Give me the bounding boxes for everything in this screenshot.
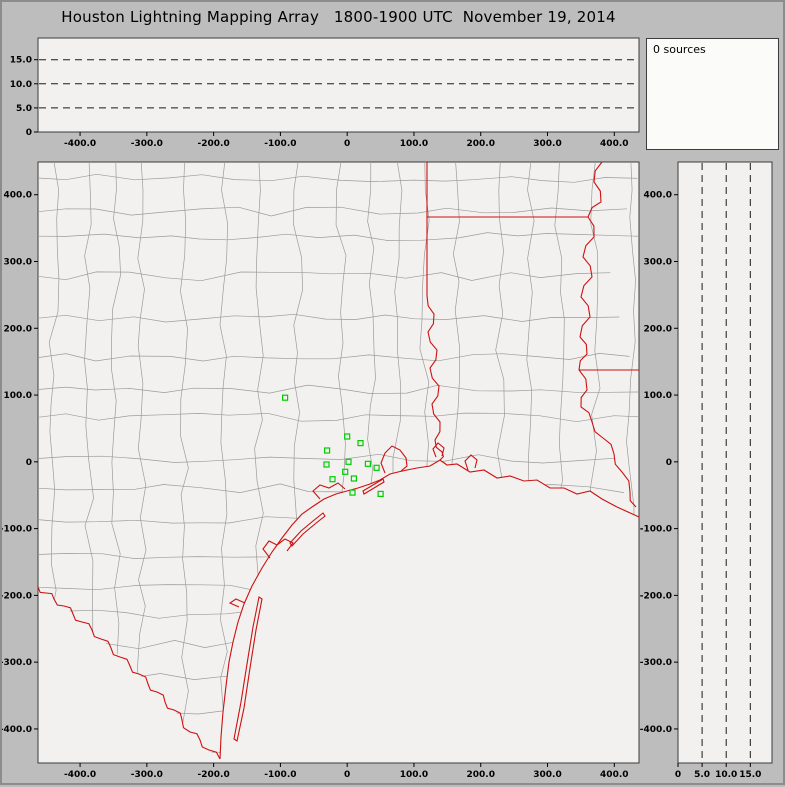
y-tick-label: -100.0 xyxy=(2,525,32,535)
y-tick-label: 300.0 xyxy=(644,257,672,267)
x-tick-label: 0 xyxy=(344,139,350,149)
x-tick-label: -200.0 xyxy=(198,139,230,149)
sources-count-label: 0 sources xyxy=(653,43,706,56)
y-tick-label: -400.0 xyxy=(2,725,32,735)
y-tick-label: -100.0 xyxy=(640,525,672,535)
x-tick-label: 15.0 xyxy=(739,770,761,780)
x-tick-label: -100.0 xyxy=(264,139,296,149)
x-tick-label: 200.0 xyxy=(467,770,495,780)
x-tick-label: 10.0 xyxy=(715,770,737,780)
bay-or-barrier-island-outline xyxy=(233,596,263,742)
x-tick-label: -100.0 xyxy=(264,770,296,780)
altitude-vs-east-west-panel-frame[interactable] xyxy=(37,37,640,133)
lma-station-marker xyxy=(349,489,356,496)
y-tick-label: 200.0 xyxy=(644,324,672,334)
bay-or-barrier-island-outline xyxy=(464,454,478,471)
y-tick-label: -200.0 xyxy=(2,591,32,601)
y-tick-label: -400.0 xyxy=(640,725,672,735)
x-tick-label: -300.0 xyxy=(131,139,163,149)
x-tick-label: 100.0 xyxy=(400,139,428,149)
y-tick-label: 300.0 xyxy=(4,257,32,267)
lma-station-marker xyxy=(373,464,380,471)
bay-or-barrier-island-outline xyxy=(289,512,326,547)
lma-stations-layer xyxy=(282,394,384,497)
mississippi-river-border xyxy=(578,161,637,508)
lma-station-marker xyxy=(329,476,336,483)
lma-station-marker xyxy=(323,461,330,468)
x-tick-label: -200.0 xyxy=(198,770,230,780)
lma-station-marker xyxy=(350,475,357,482)
sources-panel: 0 sources xyxy=(646,38,779,150)
y-tick-label: 0 xyxy=(26,458,32,468)
lma-station-marker xyxy=(324,447,331,454)
y-tick-label: -200.0 xyxy=(640,591,672,601)
lma-station-marker xyxy=(364,460,371,467)
gulf-coastline xyxy=(219,459,640,760)
lma-station-marker xyxy=(282,394,289,401)
lma-station-marker xyxy=(342,468,349,475)
x-tick-label: 100.0 xyxy=(400,770,428,780)
altitude-vs-north-south-panel-frame[interactable] xyxy=(677,161,773,764)
bay-or-barrier-island-outline xyxy=(312,482,346,500)
x-tick-label: -400.0 xyxy=(64,770,96,780)
bay-or-barrier-island-outline xyxy=(262,538,294,559)
y-tick-label: 200.0 xyxy=(4,324,32,334)
y-tick-label: -300.0 xyxy=(2,658,32,668)
state-borders-coastline-layer xyxy=(37,161,640,760)
x-tick-label: -300.0 xyxy=(131,770,163,780)
y-tick-label: 0 xyxy=(26,128,32,138)
lma-station-marker xyxy=(345,458,352,465)
x-tick-label: -400.0 xyxy=(64,139,96,149)
y-tick-label: 15.0 xyxy=(10,56,32,66)
x-tick-label: 5.0 xyxy=(694,770,710,780)
plot-title: Houston Lightning Mapping Array 1800-190… xyxy=(61,8,616,26)
bay-or-barrier-island-outline xyxy=(380,445,408,474)
y-tick-label: 100.0 xyxy=(4,391,32,401)
lma-station-marker xyxy=(357,440,364,447)
y-tick-label: 400.0 xyxy=(644,191,672,201)
bay-or-barrier-island-outline xyxy=(362,478,385,495)
lma-station-marker xyxy=(344,433,351,440)
y-tick-label: 5.0 xyxy=(16,104,32,114)
rio-grande-border xyxy=(37,586,221,760)
bay-or-barrier-island-outline xyxy=(228,598,246,608)
x-tick-label: 400.0 xyxy=(600,139,628,149)
x-tick-label: 0 xyxy=(675,770,681,780)
x-tick-label: 300.0 xyxy=(533,770,561,780)
x-tick-label: 400.0 xyxy=(600,770,628,780)
y-tick-label: -300.0 xyxy=(640,658,672,668)
y-tick-label: 0 xyxy=(666,458,672,468)
y-tick-label: 10.0 xyxy=(10,80,32,90)
lma-station-marker xyxy=(377,490,384,497)
y-tick-label: 400.0 xyxy=(4,191,32,201)
bay-or-barrier-island-outline xyxy=(432,442,445,458)
x-tick-label: 200.0 xyxy=(467,139,495,149)
x-tick-label: 300.0 xyxy=(533,139,561,149)
y-tick-label: 100.0 xyxy=(644,391,672,401)
x-tick-label: 0 xyxy=(344,770,350,780)
